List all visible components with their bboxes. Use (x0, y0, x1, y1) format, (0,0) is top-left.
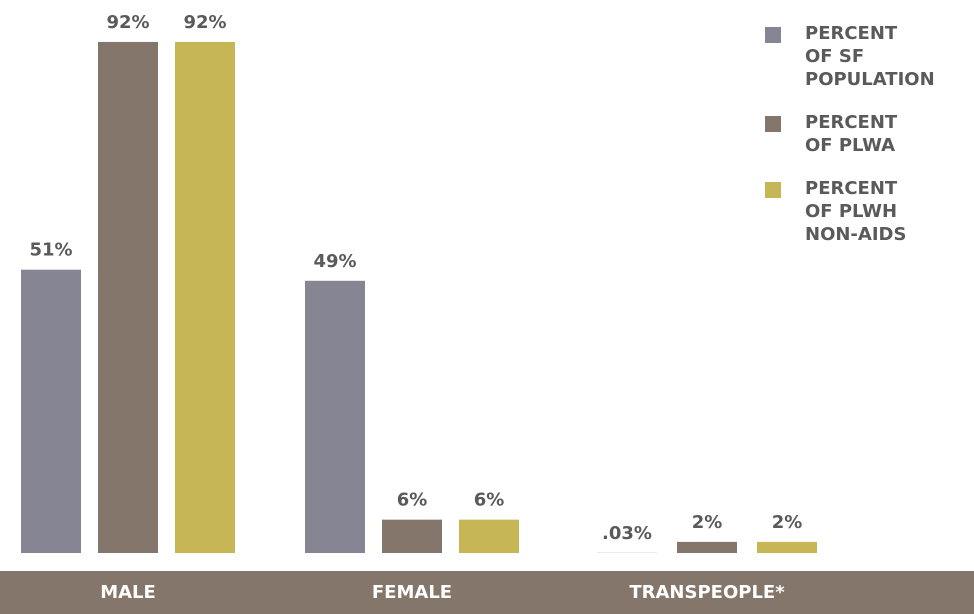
legend: PERCENT OF SF POPULATION PERCENT OF PLWA P… (765, 22, 935, 266)
legend-label: PERCENT OF PLWH NON-AIDS (805, 178, 907, 245)
x-tick-label: MALE (100, 582, 156, 603)
category-band (0, 571, 974, 614)
legend-item: PERCENT OF PLWH NON-AIDS (765, 177, 935, 246)
bar (459, 519, 519, 553)
value-label: 6% (397, 490, 428, 511)
value-label: 2% (692, 512, 723, 533)
bar (21, 269, 81, 553)
legend-swatch (765, 27, 781, 43)
value-label: 2% (772, 512, 803, 533)
bar (305, 280, 365, 553)
legend-label: PERCENT OF SF POPULATION (805, 23, 935, 90)
bar (98, 41, 158, 553)
bar (757, 541, 817, 553)
value-label: .03% (602, 523, 652, 544)
value-label: 51% (29, 240, 72, 261)
bar (175, 41, 235, 553)
legend-swatch (765, 116, 781, 132)
value-label: 92% (183, 12, 226, 33)
legend-item: PERCENT OF PLWA (765, 111, 935, 157)
bar (677, 541, 737, 553)
legend-item: PERCENT OF SF POPULATION (765, 22, 935, 91)
legend-swatch (765, 182, 781, 198)
legend-label: PERCENT OF PLWA (805, 112, 898, 156)
value-label: 49% (313, 251, 356, 272)
bar (382, 519, 442, 553)
value-label: 92% (106, 12, 149, 33)
value-label: 6% (474, 490, 505, 511)
x-tick-label: FEMALE (372, 582, 452, 603)
x-tick-label: TRANSPEOPLE* (629, 582, 785, 603)
